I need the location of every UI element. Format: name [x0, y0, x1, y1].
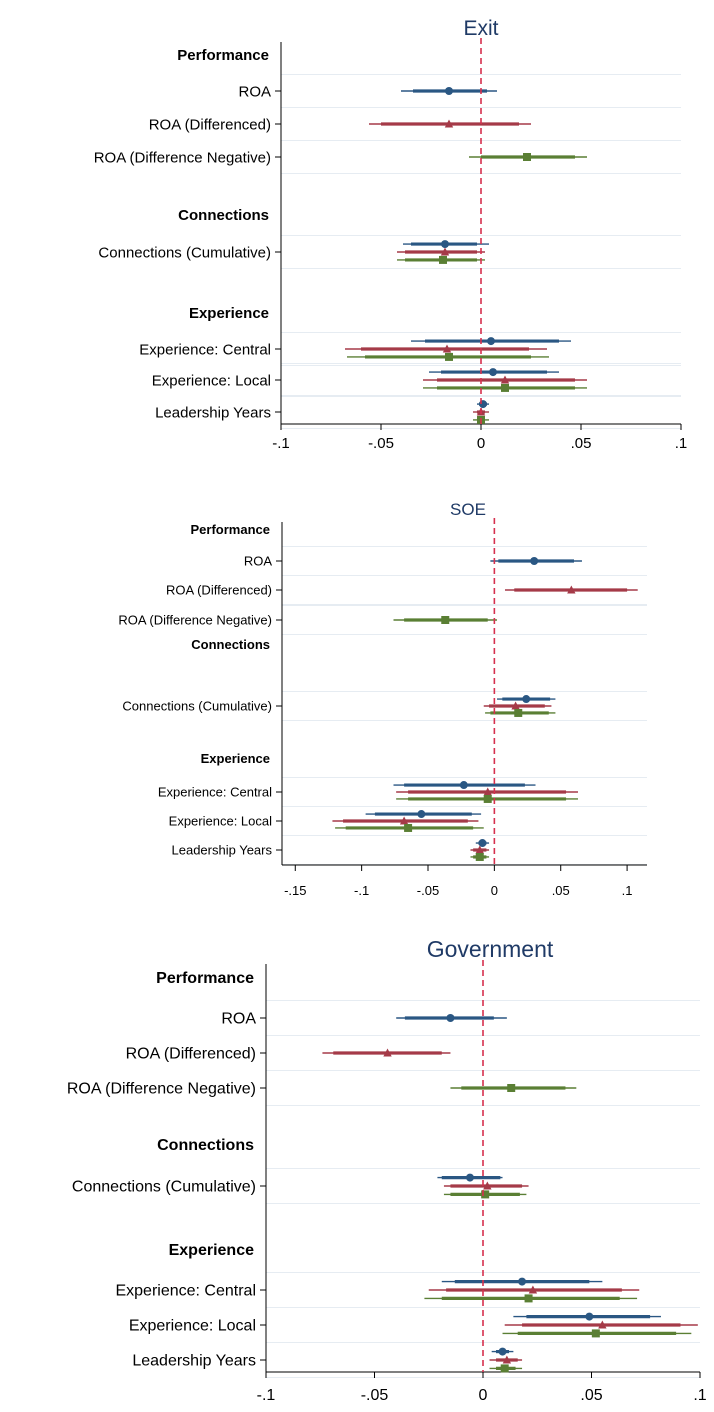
x-tick-label: -.1 [257, 1387, 276, 1404]
point-estimate-circle [465, 1173, 474, 1182]
point-estimate-square [481, 1190, 490, 1199]
government-chart-title: Government [427, 936, 554, 962]
x-tick-label: .05 [571, 435, 592, 452]
point-estimate-square [475, 852, 484, 861]
point-estimate-circle [478, 839, 487, 848]
soe-group-heading: Connections [191, 637, 270, 652]
point-estimate-triangle [383, 1048, 392, 1057]
government-group-heading: Connections [157, 1137, 254, 1154]
point-estimate-square [507, 1084, 516, 1092]
row-label: ROA (Differenced) [149, 116, 271, 133]
row-label: Leadership Years [132, 1353, 256, 1370]
point-estimate-square [500, 1364, 509, 1373]
point-estimate-triangle [483, 1181, 492, 1190]
row-label: ROA (Differenced) [166, 583, 272, 598]
row-label: Connections (Cumulative) [72, 1179, 256, 1196]
x-tick-label: -.05 [361, 1387, 389, 1404]
exit-group-heading: Connections [178, 207, 269, 224]
point-estimate-circle [489, 368, 497, 377]
point-estimate-triangle [475, 845, 484, 854]
row-label: ROA (Difference Negative) [118, 613, 272, 628]
soe-group-heading: Experience [201, 751, 270, 766]
x-tick-label: 0 [491, 883, 498, 898]
exit-group-heading: Experience [189, 305, 269, 322]
row-label: Leadership Years [172, 843, 273, 858]
point-estimate-triangle [500, 375, 510, 384]
point-estimate-square [445, 352, 453, 361]
x-tick-label: -.05 [368, 435, 394, 452]
government-group-heading: Experience [169, 1242, 254, 1259]
point-estimate-square [441, 616, 450, 624]
x-tick-label: -.1 [272, 435, 290, 452]
soe-chart-title: SOE [450, 500, 486, 519]
point-estimate-triangle [528, 1285, 538, 1294]
government-coefficient-chart: Government -.1 -.05 0 .05 .1 Performance Conne… [67, 936, 707, 1404]
point-estimate-square [483, 794, 492, 803]
point-estimate-square [439, 255, 447, 264]
x-tick-label: .05 [580, 1387, 602, 1404]
point-estimate-triangle [567, 585, 576, 594]
soe-group-heading: Performance [191, 522, 270, 537]
row-label: Experience: Central [139, 341, 271, 358]
point-estimate-square [501, 383, 509, 392]
point-estimate-circle [459, 781, 468, 790]
exit-coefficient-chart: Exit -.1 -.05 0 .05 .1 Performance Connections… [94, 17, 688, 452]
exit-group-heading: Performance [177, 47, 269, 64]
x-tick-label: .1 [622, 883, 633, 898]
x-tick-label: -.05 [417, 883, 439, 898]
point-estimate-circle [446, 1014, 455, 1022]
point-estimate-triangle [442, 344, 452, 353]
x-tick-label: 0 [479, 1387, 488, 1404]
point-estimate-circle [518, 1277, 527, 1286]
point-estimate-square [514, 708, 523, 717]
row-label: ROA (Difference Negative) [94, 149, 271, 166]
row-label: Experience: Local [169, 814, 272, 829]
row-label: ROA (Differenced) [126, 1046, 256, 1063]
point-estimate-triangle [598, 1320, 607, 1329]
row-label: ROA [221, 1011, 256, 1028]
row-label: ROA [238, 83, 271, 100]
point-estimate-circle [585, 1312, 594, 1321]
point-estimate-square [591, 1329, 600, 1338]
x-tick-label: .1 [675, 435, 688, 452]
point-estimate-triangle [440, 247, 450, 256]
row-label: Connections (Cumulative) [122, 699, 272, 714]
point-estimate-circle [487, 337, 495, 346]
point-estimate-square [404, 823, 413, 832]
x-tick-label: .05 [552, 883, 570, 898]
point-estimate-circle [417, 810, 426, 819]
row-label: Experience: Local [152, 372, 271, 389]
row-label: Experience: Central [115, 1283, 256, 1300]
x-tick-label: 0 [477, 435, 485, 452]
point-estimate-circle [530, 557, 539, 565]
point-estimate-circle [445, 87, 453, 95]
government-group-heading: Performance [156, 970, 254, 987]
point-estimate-triangle [502, 1355, 512, 1364]
row-label: Leadership Years [155, 404, 271, 421]
point-estimate-circle [498, 1347, 507, 1356]
point-estimate-square [523, 153, 531, 161]
soe-coefficient-chart: SOE -.15 -.1 -.05 0 .05 .1 Performance Connecti… [118, 500, 647, 898]
x-tick-label: -.15 [284, 883, 306, 898]
row-label: Experience: Central [158, 785, 272, 800]
x-tick-label: -.1 [354, 883, 369, 898]
row-label: Connections (Cumulative) [98, 244, 271, 261]
point-estimate-triangle [511, 701, 520, 710]
x-tick-label: .1 [693, 1387, 706, 1404]
point-estimate-triangle [483, 787, 492, 796]
row-label: Experience: Local [129, 1318, 256, 1335]
row-label: ROA [244, 554, 273, 569]
exit-chart-title: Exit [463, 17, 498, 40]
point-estimate-triangle [444, 119, 454, 128]
point-estimate-triangle [399, 816, 409, 825]
row-label: ROA (Difference Negative) [67, 1081, 256, 1098]
point-estimate-circle [441, 240, 449, 249]
point-estimate-circle [522, 695, 531, 704]
point-estimate-square [524, 1294, 533, 1303]
